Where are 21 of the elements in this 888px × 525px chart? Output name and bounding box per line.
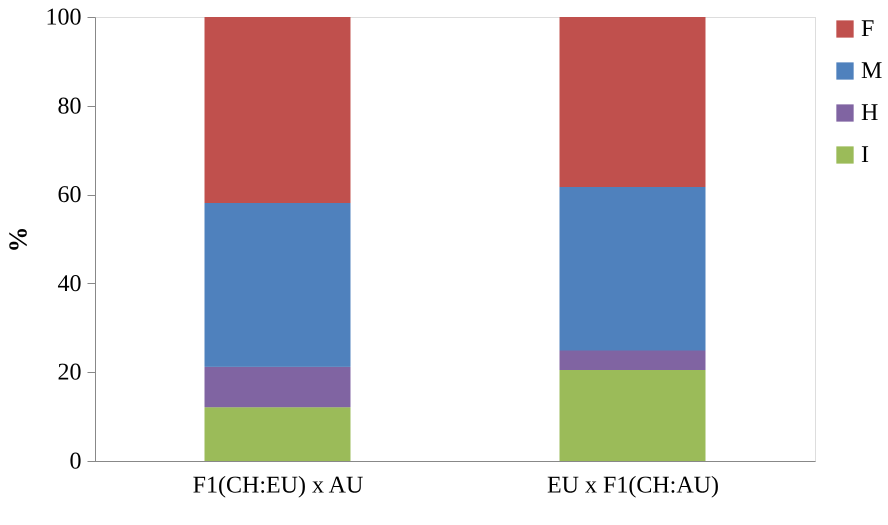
y-axis-title: % [4, 226, 32, 252]
bar [204, 17, 350, 204]
legend-label: M [861, 58, 882, 84]
y-tick-label: 20 [58, 360, 82, 386]
y-tick-label: 60 [58, 182, 82, 208]
y-tick-label: 80 [58, 93, 82, 120]
y-tick-label: 100 [46, 4, 82, 30]
x-tick-label: EU x F1(CH:AU) [547, 472, 719, 498]
y-tick-label: 0 [70, 448, 82, 474]
bar [560, 187, 706, 350]
x-tick-label: F1(CH:EU) x AU [192, 472, 364, 498]
legend-label: F [861, 16, 874, 42]
bar [560, 17, 706, 188]
bar [204, 366, 350, 408]
legend-label: H [861, 100, 878, 126]
bar [204, 203, 350, 367]
bar [560, 350, 706, 370]
legend-label: I [861, 142, 869, 168]
bar [560, 370, 706, 461]
bar [204, 407, 350, 461]
y-tick-label: 40 [58, 270, 82, 297]
